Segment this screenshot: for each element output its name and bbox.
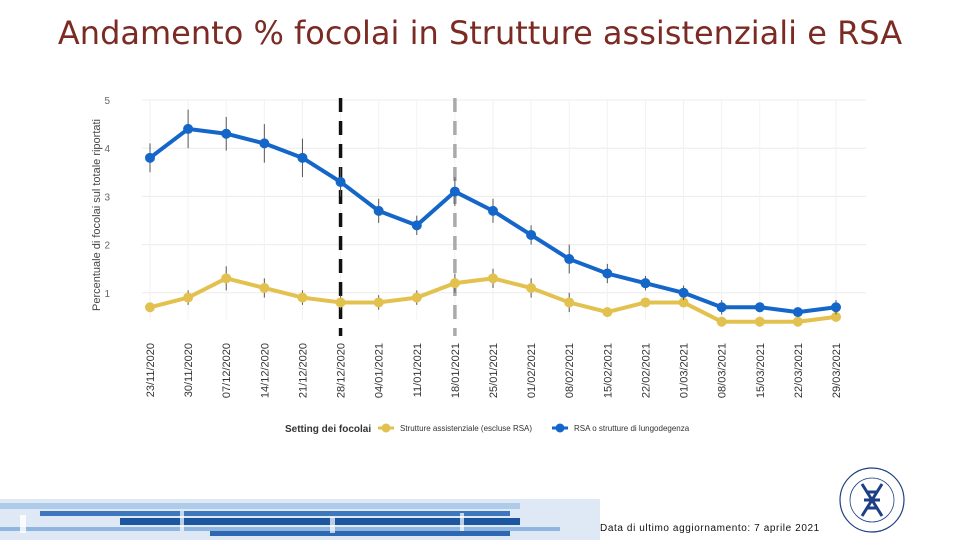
data-point — [754, 302, 765, 313]
data-point — [411, 292, 422, 303]
legend-title: Setting dei focolai — [285, 424, 371, 435]
data-point — [373, 205, 384, 216]
legend-swatch-point — [555, 423, 565, 433]
x-tick-label: 01/03/2021 — [679, 343, 691, 398]
x-tick-label: 07/12/2020 — [221, 343, 233, 398]
data-point — [602, 307, 613, 318]
data-point — [183, 292, 194, 303]
data-point — [831, 311, 841, 322]
x-tick-label: 22/03/2021 — [793, 343, 805, 398]
series-rsa — [145, 109, 841, 318]
y-axis-label: Percentuale di focolai sul totale riport… — [91, 119, 103, 311]
data-point — [640, 278, 651, 289]
data-point — [449, 186, 460, 197]
x-tick-label: 01/02/2021 — [526, 343, 538, 398]
grid-lines — [142, 99, 866, 320]
data-point — [792, 307, 803, 318]
x-tick-label: 15/03/2021 — [755, 343, 767, 398]
data-point — [221, 273, 232, 284]
data-point — [221, 128, 232, 139]
x-tick-label: 30/11/2020 — [183, 343, 195, 397]
data-point — [373, 297, 384, 308]
x-tick-label: 29/03/2021 — [831, 343, 843, 398]
data-point — [602, 268, 613, 279]
legend: Setting dei focolai Strutture assistenzia… — [285, 423, 690, 435]
x-tick-label: 25/01/2021 — [488, 343, 500, 398]
data-point — [526, 229, 537, 240]
data-point — [564, 297, 575, 308]
y-tick-label: 2 — [104, 241, 110, 252]
series — [145, 109, 841, 327]
slide-title: Andamento % focolai in Strutture assiste… — [57, 14, 903, 52]
data-point — [716, 316, 727, 327]
data-point — [640, 297, 651, 308]
axes: 1 2 3 4 5 Percentuale di focolai sul totale r… — [91, 96, 843, 398]
iss-logo-icon — [839, 467, 905, 533]
data-point — [411, 220, 422, 231]
x-tick-label: 21/12/2020 — [297, 343, 309, 398]
x-tick-label: 22/02/2021 — [640, 343, 652, 398]
x-tick-label: 15/02/2021 — [602, 343, 614, 398]
data-point — [678, 297, 689, 308]
data-point — [564, 254, 575, 265]
line-chart: 1 2 3 4 5 Percentuale di focolai sul totale r… — [91, 96, 866, 435]
x-tick-label: 08/03/2021 — [717, 343, 729, 398]
x-tick-label: 23/11/2020 — [145, 343, 157, 397]
y-tick-label: 4 — [104, 144, 110, 155]
data-point — [335, 176, 346, 187]
data-point — [449, 278, 460, 289]
last-update-note: Data di ultimo aggiornamento: 7 aprile 2… — [600, 523, 820, 534]
x-tick-label: 18/01/2021 — [450, 343, 462, 398]
data-point — [488, 273, 498, 284]
legend-swatch-point — [381, 423, 391, 433]
data-point — [297, 152, 308, 163]
legend-entry-label: RSA o strutture di lungodegenza — [574, 424, 690, 433]
data-point — [716, 302, 727, 313]
y-tick-label: 5 — [104, 96, 110, 107]
data-point — [831, 302, 841, 313]
y-tick-label: 1 — [104, 289, 110, 300]
data-point — [754, 316, 765, 327]
data-point — [488, 205, 498, 216]
x-tick-label: 04/01/2021 — [374, 343, 386, 398]
data-point — [678, 287, 689, 298]
data-point — [145, 302, 155, 313]
decorative-band — [0, 499, 600, 540]
x-tick-label: 14/12/2020 — [259, 343, 271, 398]
legend-entry-label: Strutture assistenziale (escluse RSA) — [400, 424, 532, 433]
x-tick-label: 08/02/2021 — [564, 343, 576, 398]
series-strutture — [145, 266, 841, 327]
data-point — [526, 282, 537, 293]
x-tick-label: 11/01/2021 — [412, 343, 424, 397]
data-point — [145, 152, 155, 163]
data-point — [792, 316, 803, 327]
data-point — [259, 282, 270, 293]
event-markers — [338, 98, 457, 336]
data-point — [297, 292, 308, 303]
x-tick-label: 28/12/2020 — [336, 343, 348, 398]
y-tick-label: 3 — [104, 192, 110, 203]
data-point — [259, 138, 270, 149]
data-point — [183, 123, 194, 134]
data-point — [335, 297, 346, 308]
